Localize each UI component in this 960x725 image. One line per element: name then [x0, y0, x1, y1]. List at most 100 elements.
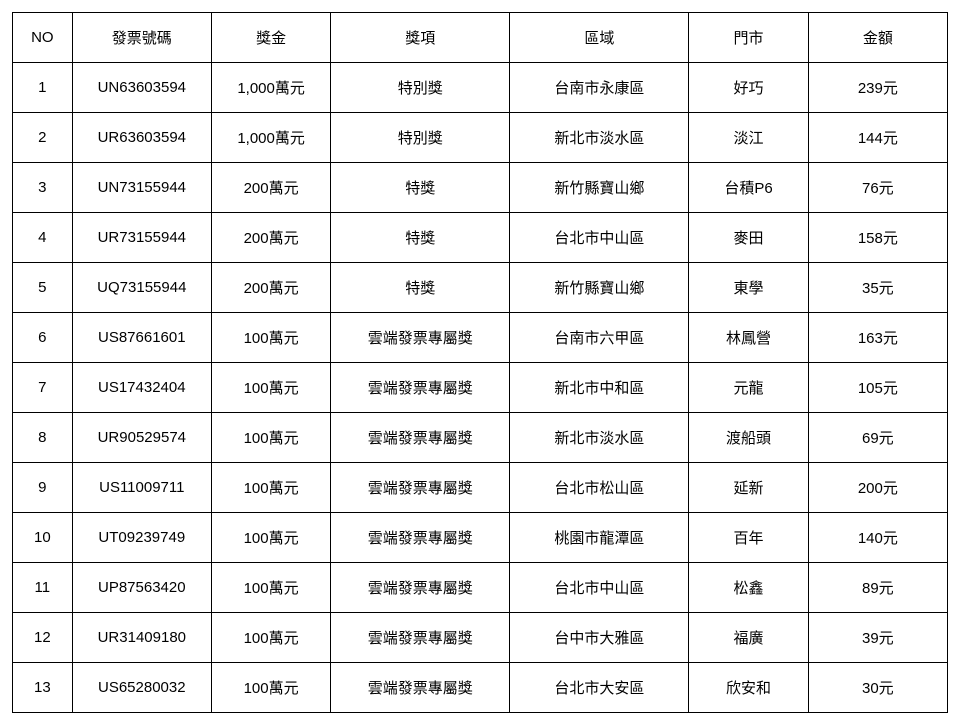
table-cell: 10	[13, 513, 73, 563]
table-cell: UP87563420	[72, 563, 211, 613]
table-cell: 欣安和	[689, 663, 808, 713]
table-cell: 3	[13, 163, 73, 213]
col-header-category: 獎項	[331, 13, 510, 63]
table-cell: 39元	[808, 613, 947, 663]
table-cell: 台北市大安區	[510, 663, 689, 713]
table-cell: 9	[13, 463, 73, 513]
table-cell: 200元	[808, 463, 947, 513]
col-header-invoice: 發票號碼	[72, 13, 211, 63]
table-cell: US17432404	[72, 363, 211, 413]
table-cell: 105元	[808, 363, 947, 413]
table-row: 1UN636035941,000萬元特別獎台南市永康區好巧239元	[13, 63, 948, 113]
table-cell: 特別獎	[331, 113, 510, 163]
table-cell: 100萬元	[211, 413, 330, 463]
table-cell: 新竹縣寶山鄉	[510, 163, 689, 213]
table-cell: 1,000萬元	[211, 113, 330, 163]
table-cell: UQ73155944	[72, 263, 211, 313]
table-cell: 30元	[808, 663, 947, 713]
table-cell: UR63603594	[72, 113, 211, 163]
table-cell: UR73155944	[72, 213, 211, 263]
invoice-lottery-table: NO 發票號碼 獎金 獎項 區域 門市 金額 1UN636035941,000萬…	[12, 12, 948, 713]
table-cell: 200萬元	[211, 263, 330, 313]
table-cell: 163元	[808, 313, 947, 363]
table-cell: 林鳳營	[689, 313, 808, 363]
table-cell: 1,000萬元	[211, 63, 330, 113]
table-row: 9US11009711100萬元雲端發票專屬獎台北市松山區延新200元	[13, 463, 948, 513]
table-cell: 13	[13, 663, 73, 713]
table-cell: 台中市大雅區	[510, 613, 689, 663]
table-cell: 100萬元	[211, 513, 330, 563]
table-row: 2UR636035941,000萬元特別獎新北市淡水區淡江144元	[13, 113, 948, 163]
table-cell: 5	[13, 263, 73, 313]
table-row: 5UQ73155944200萬元特獎新竹縣寶山鄉東學35元	[13, 263, 948, 313]
table-cell: 雲端發票專屬獎	[331, 413, 510, 463]
table-row: 3UN73155944200萬元特獎新竹縣寶山鄉台積P676元	[13, 163, 948, 213]
table-cell: 新北市淡水區	[510, 113, 689, 163]
table-cell: 11	[13, 563, 73, 613]
table-cell: 雲端發票專屬獎	[331, 363, 510, 413]
table-cell: UN63603594	[72, 63, 211, 113]
table-row: 4UR73155944200萬元特獎台北市中山區麥田158元	[13, 213, 948, 263]
table-cell: 239元	[808, 63, 947, 113]
table-cell: 雲端發票專屬獎	[331, 563, 510, 613]
table-cell: 69元	[808, 413, 947, 463]
table-cell: 台南市六甲區	[510, 313, 689, 363]
table-cell: 特獎	[331, 263, 510, 313]
table-cell: 雲端發票專屬獎	[331, 663, 510, 713]
table-cell: 台北市中山區	[510, 563, 689, 613]
table-cell: 台南市永康區	[510, 63, 689, 113]
table-row: 6US87661601100萬元雲端發票專屬獎台南市六甲區林鳳營163元	[13, 313, 948, 363]
table-cell: 淡江	[689, 113, 808, 163]
table-cell: US65280032	[72, 663, 211, 713]
table-cell: 144元	[808, 113, 947, 163]
col-header-store: 門市	[689, 13, 808, 63]
table-cell: 140元	[808, 513, 947, 563]
table-cell: 100萬元	[211, 613, 330, 663]
table-cell: 特獎	[331, 213, 510, 263]
table-cell: 雲端發票專屬獎	[331, 463, 510, 513]
table-cell: 100萬元	[211, 363, 330, 413]
table-cell: 100萬元	[211, 563, 330, 613]
table-cell: 新北市中和區	[510, 363, 689, 413]
col-header-amount: 金額	[808, 13, 947, 63]
table-cell: 35元	[808, 263, 947, 313]
table-cell: US11009711	[72, 463, 211, 513]
col-header-no: NO	[13, 13, 73, 63]
table-cell: 特獎	[331, 163, 510, 213]
table-row: 10UT09239749100萬元雲端發票專屬獎桃園市龍潭區百年140元	[13, 513, 948, 563]
table-cell: UT09239749	[72, 513, 211, 563]
col-header-area: 區域	[510, 13, 689, 63]
table-row: 8UR90529574100萬元雲端發票專屬獎新北市淡水區渡船頭69元	[13, 413, 948, 463]
table-row: 11UP87563420100萬元雲端發票專屬獎台北市中山區松鑫89元	[13, 563, 948, 613]
table-cell: 東學	[689, 263, 808, 313]
table-cell: 百年	[689, 513, 808, 563]
col-header-prize: 獎金	[211, 13, 330, 63]
table-cell: 台北市中山區	[510, 213, 689, 263]
table-cell: 延新	[689, 463, 808, 513]
table-row: 13US65280032100萬元雲端發票專屬獎台北市大安區欣安和30元	[13, 663, 948, 713]
table-cell: UR90529574	[72, 413, 211, 463]
table-cell: 麥田	[689, 213, 808, 263]
table-header-row: NO 發票號碼 獎金 獎項 區域 門市 金額	[13, 13, 948, 63]
table-cell: US87661601	[72, 313, 211, 363]
table-cell: 100萬元	[211, 663, 330, 713]
table-body: 1UN636035941,000萬元特別獎台南市永康區好巧239元2UR6360…	[13, 63, 948, 713]
table-cell: 好巧	[689, 63, 808, 113]
table-cell: 200萬元	[211, 213, 330, 263]
table-cell: 松鑫	[689, 563, 808, 613]
table-cell: 雲端發票專屬獎	[331, 613, 510, 663]
table-cell: 渡船頭	[689, 413, 808, 463]
table-row: 12UR31409180100萬元雲端發票專屬獎台中市大雅區福廣39元	[13, 613, 948, 663]
table-cell: 雲端發票專屬獎	[331, 513, 510, 563]
table-cell: 1	[13, 63, 73, 113]
table-cell: 76元	[808, 163, 947, 213]
table-cell: 4	[13, 213, 73, 263]
table-cell: 6	[13, 313, 73, 363]
table-cell: 元龍	[689, 363, 808, 413]
table-cell: 8	[13, 413, 73, 463]
table-cell: 特別獎	[331, 63, 510, 113]
table-cell: 台北市松山區	[510, 463, 689, 513]
table-cell: 新竹縣寶山鄉	[510, 263, 689, 313]
table-cell: 100萬元	[211, 313, 330, 363]
table-cell: 89元	[808, 563, 947, 613]
